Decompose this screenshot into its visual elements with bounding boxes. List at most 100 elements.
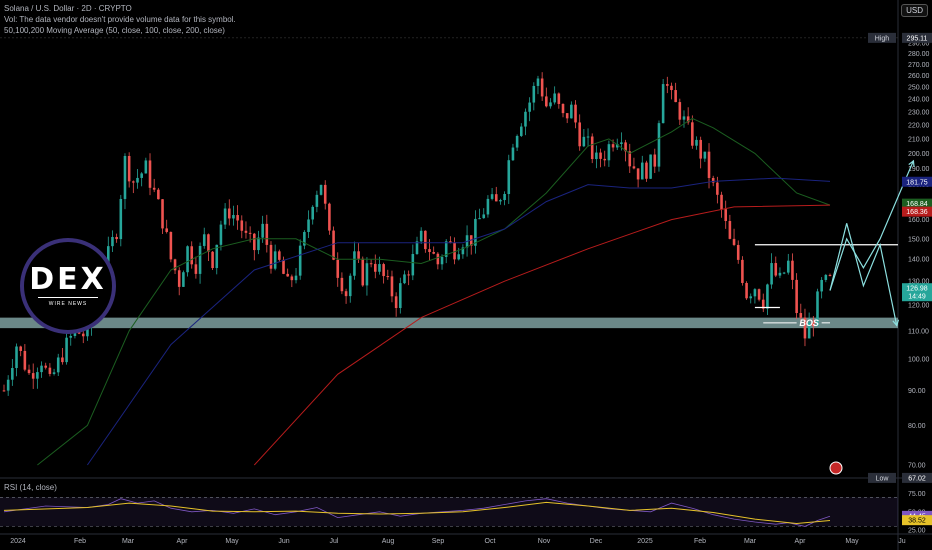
candle-body bbox=[173, 259, 177, 271]
candle-body bbox=[778, 272, 782, 276]
candle-body bbox=[269, 244, 273, 269]
rsi-title: RSI (14, close) bbox=[4, 483, 57, 492]
candle-body bbox=[52, 372, 56, 374]
candle-body bbox=[603, 158, 607, 161]
candle-body bbox=[615, 143, 619, 148]
candle-body bbox=[807, 322, 811, 339]
candle-body bbox=[678, 102, 682, 120]
candle-body bbox=[432, 252, 435, 254]
candle-body bbox=[549, 102, 552, 107]
candle-body bbox=[336, 259, 340, 278]
candle-body bbox=[761, 299, 765, 309]
moving-average-line bbox=[86, 177, 831, 466]
candle-body bbox=[803, 317, 807, 339]
price-tick-label: 100.00 bbox=[908, 357, 930, 364]
candle-body bbox=[511, 147, 515, 161]
candle-body bbox=[202, 234, 206, 246]
time-tick-label: Mar bbox=[122, 538, 135, 545]
candle-body bbox=[519, 126, 523, 136]
candle-body bbox=[444, 241, 448, 257]
candle-body bbox=[282, 259, 285, 274]
moving-average-legend: 50,100,200 Moving Average (50, close, 10… bbox=[4, 26, 225, 35]
rsi-series-line bbox=[3, 498, 831, 527]
candle-body bbox=[753, 289, 757, 297]
candle-body bbox=[586, 136, 590, 138]
candle-body bbox=[394, 296, 398, 309]
time-tick-label: Jun bbox=[278, 538, 289, 545]
price-tick-label: 140.00 bbox=[908, 257, 930, 264]
candle-body bbox=[15, 346, 18, 369]
candle-body bbox=[791, 260, 794, 280]
candle-body bbox=[232, 215, 235, 219]
logo-subtext: WIRE NEWS bbox=[48, 301, 88, 307]
candle-body bbox=[728, 221, 732, 239]
time-tick-label: Aug bbox=[382, 538, 395, 545]
candle-body bbox=[695, 139, 698, 146]
price-tick-label: 260.00 bbox=[908, 73, 930, 80]
time-tick-label: Feb bbox=[694, 538, 706, 545]
price-tick-label: 70.00 bbox=[908, 462, 926, 469]
candle-body bbox=[670, 85, 673, 91]
currency-button[interactable]: USD bbox=[901, 4, 928, 17]
candle-body bbox=[86, 326, 89, 337]
candle-body bbox=[390, 276, 394, 297]
rsi-value-tag: 38.52 bbox=[908, 518, 926, 525]
candle-body bbox=[323, 184, 327, 204]
price-tick-label: 210.00 bbox=[908, 136, 930, 143]
candle-body bbox=[557, 93, 561, 104]
candle-body bbox=[661, 84, 665, 124]
candle-body bbox=[31, 373, 35, 379]
candle-body bbox=[361, 258, 365, 286]
candle-body bbox=[407, 274, 410, 276]
candle-body bbox=[749, 296, 753, 299]
price-tick-label: 110.00 bbox=[908, 328, 929, 335]
candle-body bbox=[6, 379, 10, 391]
candle-body bbox=[595, 152, 598, 160]
candle-body bbox=[19, 346, 22, 351]
time-tick-label: May bbox=[225, 538, 239, 545]
candle-body bbox=[253, 233, 256, 251]
candle-body bbox=[357, 251, 360, 259]
candle-body bbox=[711, 177, 715, 183]
candle-body bbox=[177, 270, 181, 287]
candle-body bbox=[732, 238, 736, 245]
candle-body bbox=[182, 272, 185, 287]
candle-body bbox=[461, 247, 465, 255]
candle-body bbox=[795, 279, 798, 314]
price-tag-value: 168.84 bbox=[906, 201, 928, 208]
candle-body bbox=[724, 209, 728, 222]
candle-body bbox=[674, 90, 677, 103]
price-tag-value-bg bbox=[902, 472, 932, 483]
candle-body bbox=[161, 199, 164, 229]
candle-body bbox=[786, 260, 790, 273]
candle-body bbox=[190, 246, 194, 265]
candle-body bbox=[524, 111, 527, 127]
candle-body bbox=[144, 160, 148, 174]
price-tag-value: 67.02 bbox=[908, 475, 926, 482]
candle-body bbox=[286, 273, 289, 277]
price-tag-value: 295.11 bbox=[907, 35, 928, 42]
projection-arrowhead bbox=[892, 319, 900, 327]
candle-body bbox=[699, 139, 702, 159]
candle-body bbox=[194, 264, 198, 274]
candle-body bbox=[328, 203, 331, 231]
candle-body bbox=[682, 116, 686, 120]
candle-body bbox=[620, 142, 623, 144]
candle-body bbox=[198, 245, 202, 274]
candle-body bbox=[449, 241, 452, 243]
candle-body bbox=[236, 215, 239, 221]
candle-body bbox=[332, 230, 335, 260]
candle-body bbox=[478, 218, 481, 220]
projection-path bbox=[829, 223, 898, 326]
candle-body bbox=[40, 365, 43, 373]
candle-body bbox=[353, 251, 356, 276]
candle-body bbox=[211, 251, 214, 269]
candle-body bbox=[686, 116, 690, 123]
candle-body bbox=[632, 166, 636, 169]
price-tag-value: 126.98 bbox=[906, 286, 928, 293]
price-tick-label: 80.00 bbox=[908, 423, 926, 430]
price-tag-value-bg bbox=[902, 32, 932, 43]
candle-body bbox=[540, 78, 544, 97]
candle-body bbox=[582, 136, 586, 147]
